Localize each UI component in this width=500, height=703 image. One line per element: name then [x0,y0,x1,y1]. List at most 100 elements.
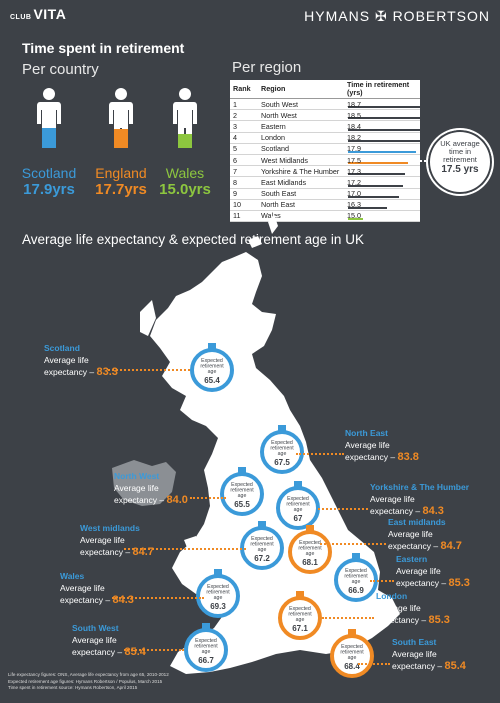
england-person-icon [109,88,133,148]
clock-label: age [202,649,211,655]
time-cell: 17.5 [344,154,420,167]
map-section-heading: Average life expectancy & expected retir… [22,232,364,247]
clock-age-value: 65.5 [234,500,250,509]
label-north-west: North West Average life expectancy – 84.… [114,471,188,506]
time-value: 15.0 [347,211,361,221]
clock-label: retirement [288,612,312,618]
clock-face [330,634,374,678]
table-row: 6 West Midlands 17.5 [230,154,420,167]
table-row: 9 South East 17.0 [230,188,420,200]
rank-cell: 7 [230,165,258,178]
table-row: 10 North East 16.3 [230,199,420,211]
stopwatch-icon [348,629,356,635]
hymans-robertson-logo: HYMANS ✠ ROBERTSON [304,8,490,24]
time-value: 18.4 [347,121,361,131]
rank-cell: 11 [230,210,258,223]
time-bar [348,150,416,153]
time-cell: 17.9 [344,143,420,155]
stopwatch-icon [214,569,222,575]
table-row: 5 Scotland 17.9 [230,143,420,155]
table-row: 7 Yorkshire & The Humber 17.3 [230,165,420,178]
region-cell: Wales [258,210,344,223]
uk-average-badge: UK average time in retirement 17.5 yrs [426,128,494,196]
england-label: England [95,165,147,181]
time-value: 17.5 [347,155,361,165]
stopwatch-icon [208,343,216,349]
time-cell: 15.0 [344,210,420,223]
shetland-shape [268,214,278,234]
anglesey-shape [184,536,198,550]
clock-age-value: 67.1 [292,624,308,633]
clock-label: Expected [251,536,273,542]
clock-face [288,530,332,574]
label-west-midlands: West midlands Average life expectancy – … [80,523,154,558]
time-cell: 17.0 [344,188,420,200]
leader-east-midlands [320,543,386,545]
clock-label: Expected [345,568,367,574]
clock-label: retirement [200,364,224,370]
leader-yorkshire [318,508,368,510]
clock-age-value: 67 [294,514,303,523]
time-bar [348,139,421,142]
rank-cell: 4 [230,132,258,144]
rank-cell: 1 [230,98,258,111]
table-row: 3 Eastern 18.4 [230,120,425,133]
time-value: 18.2 [347,133,361,143]
scotland-label: Scotland [21,165,77,181]
orkney-shape [248,236,262,248]
time-cell: 18.2 [344,132,421,144]
time-bar [348,218,364,221]
rank-cell: 6 [230,154,258,167]
rank-cell: 2 [230,109,258,122]
rank-cell: 10 [230,199,258,211]
clock-label: Expected [231,482,253,488]
rank-cell: 9 [230,188,258,200]
time-value: 17.9 [347,144,361,154]
clock-label: age [278,451,287,457]
rank-cell: 5 [230,143,258,155]
clock-label: retirement [230,488,254,494]
region-cell: East Midlands [258,176,344,189]
clock-label: retirement [298,546,322,552]
clock-label: retirement [286,502,310,508]
table-row: 2 North West 18.5 [230,109,427,122]
table-row: 8 East Midlands 17.2 [230,176,420,189]
label-wales: Wales Average life expectancy – 84.3 [60,571,134,606]
clock-label: retirement [344,574,368,580]
clock-age-value: 65.4 [204,376,220,385]
region-cell: Eastern [258,120,344,133]
leader-eastern [370,580,394,582]
clock-label: retirement [250,542,274,548]
leader-london [322,617,374,619]
stopwatch-icon [296,591,304,597]
label-yorkshire: Yorkshire & The Humber Average life expe… [370,482,470,517]
clock-label: retirement [270,446,294,452]
club-vita-logo: CLUB VITA [10,6,67,22]
clock-face [278,596,322,640]
clock-face [220,472,264,516]
time-bar [348,195,400,198]
stopwatch-icon [306,525,314,531]
time-value: 17.0 [347,189,361,199]
label-south-west: South West Average life expectancy – 85.… [72,623,146,658]
clock-label: age [208,369,217,375]
time-value: 17.2 [347,177,361,187]
region-cell: North West [258,109,344,122]
clock-age-value: 67.5 [274,458,290,467]
clock-age-value: 67.2 [254,554,270,563]
leader-west-midlands [124,548,246,550]
table-row: 1 South West 18.7 [230,98,430,111]
clock-label: age [238,493,247,499]
per-region-heading: Per region [232,59,302,76]
label-eastern: Eastern Average life expectancy – 85.3 [396,554,470,589]
time-cell: 16.3 [344,199,420,211]
time-bar [348,173,405,176]
clock-label: age [348,655,357,661]
time-cell: 18.5 [344,109,427,122]
